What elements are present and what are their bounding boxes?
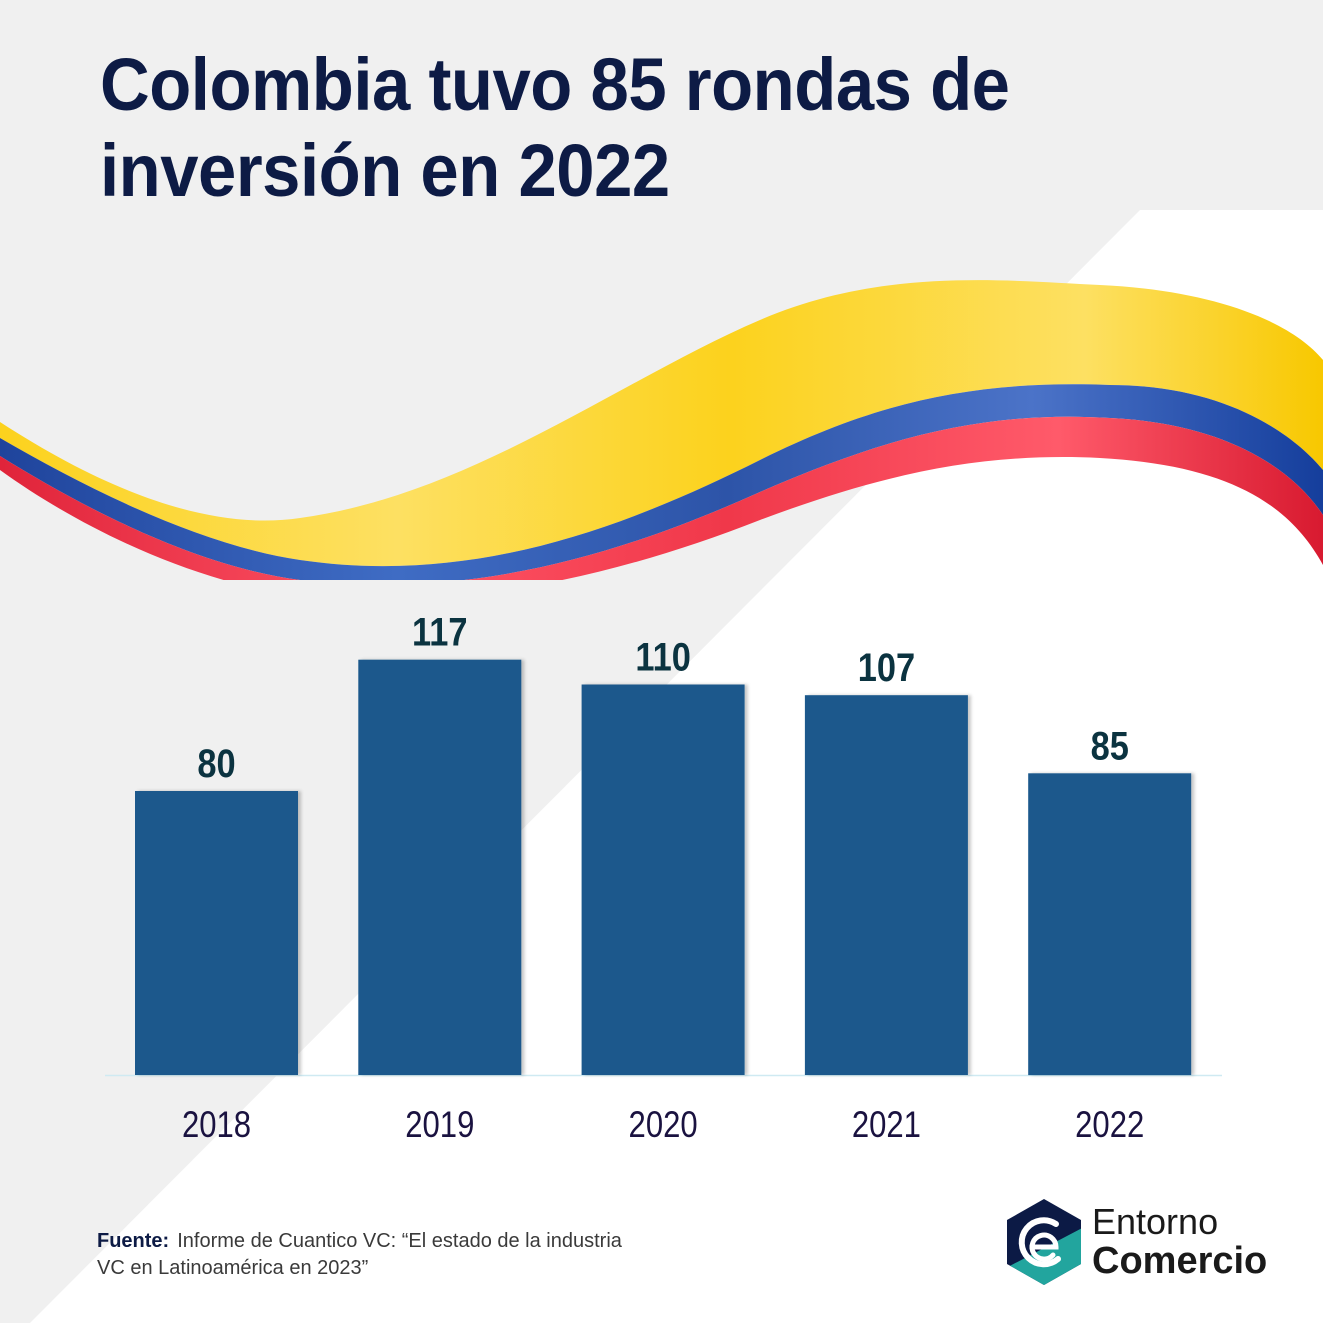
value-label-2020: 110 [635, 634, 690, 679]
source-text-line-1: Informe de Cuantico VC: “El estado de la… [177, 1230, 622, 1252]
category-labels-group: 2018 2019 2020 2021 2022 [182, 1105, 1144, 1146]
bar-2022 [1028, 773, 1192, 1076]
page-title: Colombia tuvo 85 rondas de inversión en … [100, 42, 1170, 214]
source-note: Fuente: Informe de Cuantico VC: “El estad… [97, 1228, 797, 1282]
source-label: Fuente: [97, 1230, 170, 1252]
value-label-2019: 117 [412, 609, 467, 654]
value-labels-group: 80 117 110 107 85 [197, 609, 1128, 785]
flag-yellow-stripe [0, 280, 1323, 567]
brand-name-line-2: Comercio [1092, 1240, 1268, 1282]
entorno-comercio-logo-icon [1007, 1199, 1081, 1285]
brand-name-line-1: Entorno [1092, 1201, 1219, 1242]
bar-2019 [358, 659, 522, 1075]
bars-group [135, 659, 1192, 1076]
colombia-flag-ribbon [0, 280, 1323, 580]
category-label-2020: 2020 [629, 1105, 698, 1146]
category-label-2022: 2022 [1075, 1105, 1144, 1146]
flag-red-stripe [0, 416, 1323, 580]
category-label-2019: 2019 [405, 1105, 474, 1146]
brand-wordmark: Entorno Comercio [1092, 1201, 1268, 1282]
bar-2020 [581, 684, 745, 1075]
value-label-2021: 107 [858, 645, 915, 690]
category-label-2018: 2018 [182, 1105, 251, 1146]
category-label-2021: 2021 [852, 1105, 921, 1146]
flag-blue-stripe [0, 384, 1323, 580]
value-label-2018: 80 [197, 741, 235, 786]
bar-2021 [804, 695, 968, 1075]
value-label-2022: 85 [1091, 723, 1129, 768]
brand-logo: Entorno Comercio [1004, 1197, 1304, 1287]
title-line-1: Colombia tuvo 85 rondas de [100, 43, 1010, 126]
source-text-line-2: VC en Latinoamérica en 2023” [97, 1257, 369, 1279]
title-line-2: inversión en 2022 [100, 129, 670, 212]
bar-2018 [135, 791, 298, 1075]
